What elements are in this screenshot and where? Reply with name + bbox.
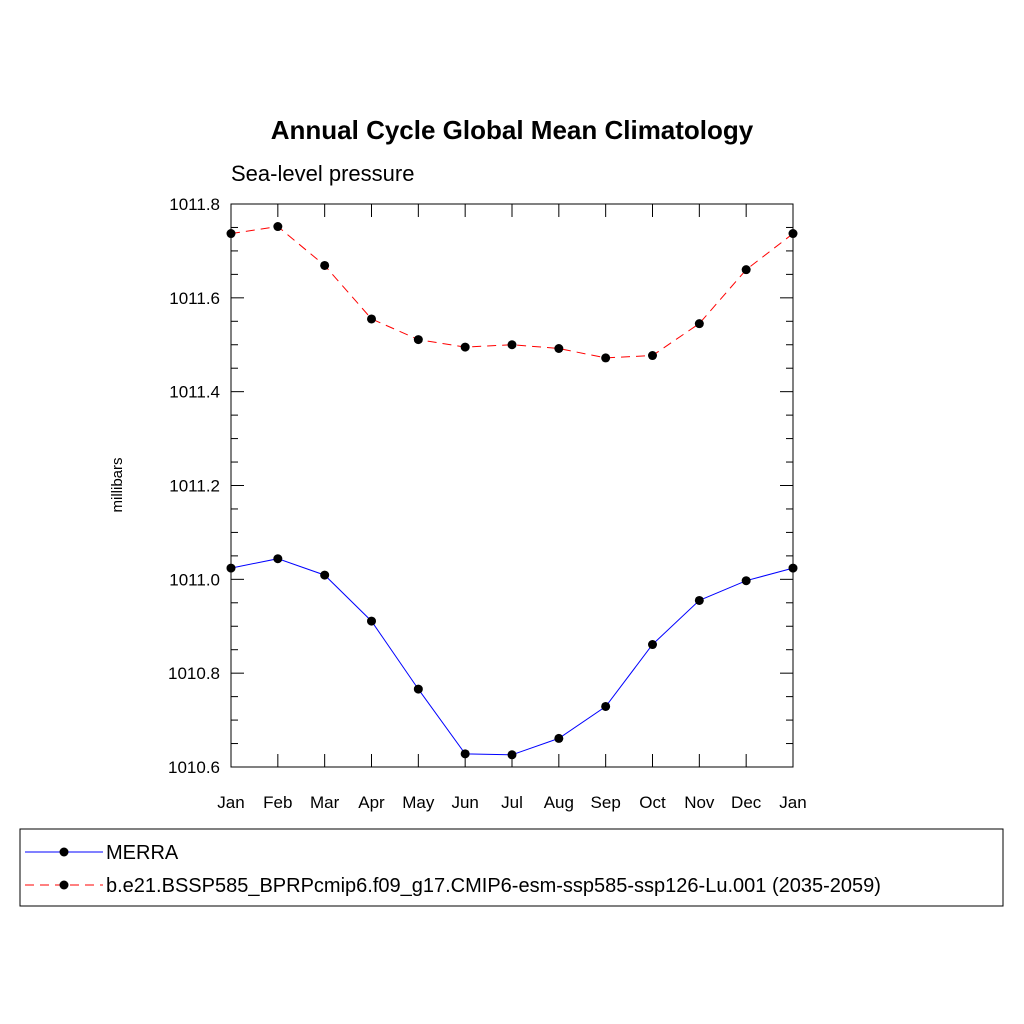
data-point-series-0 [273, 554, 283, 564]
x-tick-label: Jan [217, 793, 244, 812]
x-axis: Jan Feb Mar Apr May Jun Jul Aug Sep Oct Nov Dec Jan [217, 204, 807, 812]
legend: MERRA b.e21.BSSP585_BPRPcmip6.f09_g17.CM… [19, 828, 1004, 907]
y-axis: 1010.6 1010.8 1011.0 1011.2 1011.4 1011.6 1011… [168, 195, 793, 777]
legend-label-model: b.e21.BSSP585_BPRPcmip6.f09_g17.CMIP6-es… [106, 875, 881, 897]
x-tick-label: Aug [544, 793, 574, 812]
data-point-series-0 [788, 563, 798, 573]
series-layer [226, 222, 798, 760]
x-tick-label: Jan [779, 793, 806, 812]
data-point-series-1 [788, 229, 798, 239]
data-point-series-1 [320, 260, 330, 270]
y-tick-label: 1011.4 [169, 383, 220, 402]
data-point-series-0 [741, 576, 751, 586]
x-tick-label: May [402, 793, 435, 812]
x-tick-label: Oct [639, 793, 666, 812]
y-tick-label: 1011.2 [169, 477, 220, 496]
y-tick-label: 1011.6 [169, 289, 220, 308]
series-line-1 [230, 225, 794, 359]
series-line-0 [230, 558, 794, 756]
legend-marker-model [59, 880, 69, 890]
data-point-series-0 [413, 684, 423, 694]
x-tick-label: Feb [263, 793, 292, 812]
data-point-series-0 [648, 640, 657, 650]
data-point-series-1 [741, 265, 751, 275]
data-point-series-0 [367, 616, 376, 626]
plot-frame [230, 203, 794, 768]
chart-title: Annual Cycle Global Mean Climatology [271, 115, 754, 145]
data-point-series-1 [413, 335, 423, 345]
x-tick-label: Mar [310, 793, 340, 812]
data-point-series-1 [273, 222, 283, 232]
y-tick-label: 1010.8 [168, 664, 220, 683]
legend-box [19, 828, 1004, 907]
x-tick-label: Sep [591, 793, 621, 812]
legend-label-merra: MERRA [106, 842, 179, 864]
data-point-series-1 [601, 353, 611, 363]
data-point-series-1 [507, 340, 517, 350]
y-tick-label: 1011.8 [169, 195, 220, 214]
data-point-series-0 [694, 595, 704, 605]
data-point-series-1 [648, 351, 657, 361]
data-point-series-0 [507, 750, 517, 760]
y-tick-label: 1011.0 [169, 570, 220, 589]
data-point-series-1 [694, 319, 704, 329]
data-point-series-0 [554, 733, 564, 743]
x-tick-label: Apr [358, 793, 385, 812]
x-tick-label: Jul [501, 793, 523, 812]
data-point-series-0 [601, 701, 611, 711]
data-point-series-0 [460, 749, 470, 759]
data-point-series-0 [320, 570, 330, 580]
data-point-series-1 [226, 229, 236, 239]
data-point-series-1 [367, 314, 376, 324]
chart-subtitle: Sea-level pressure [231, 161, 414, 186]
data-point-series-0 [226, 563, 236, 573]
data-point-series-1 [554, 344, 564, 354]
x-tick-label: Nov [684, 793, 715, 812]
y-axis-label: millibars [109, 457, 126, 512]
y-tick-label: 1010.6 [168, 758, 220, 777]
x-tick-label: Dec [731, 793, 762, 812]
x-tick-label: Jun [451, 793, 478, 812]
data-point-series-1 [460, 342, 470, 352]
legend-marker-merra [59, 847, 69, 857]
